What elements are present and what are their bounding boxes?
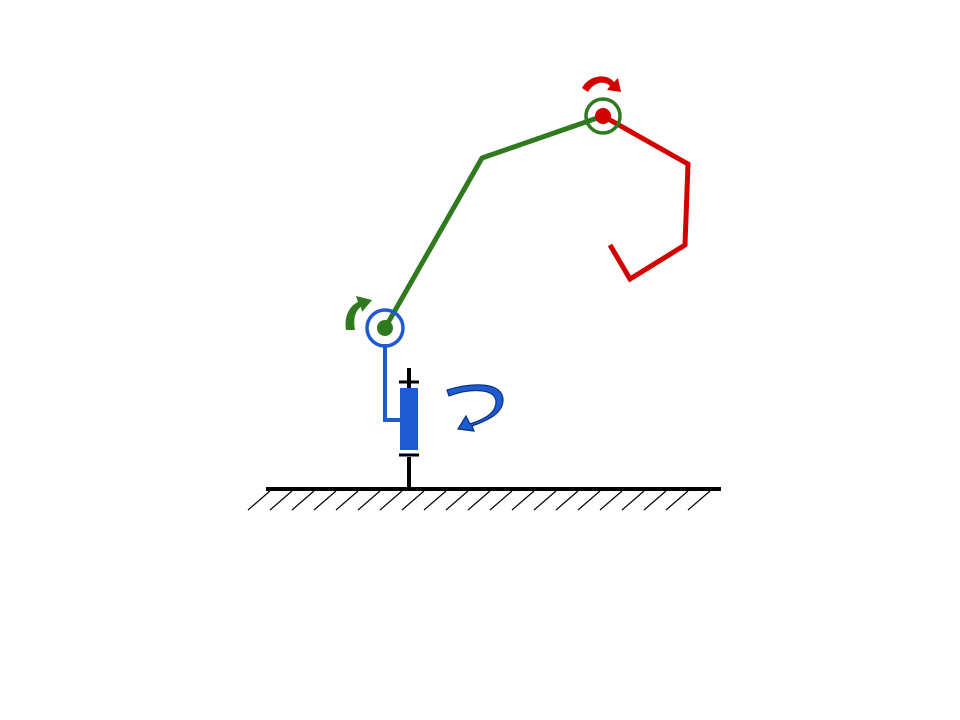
revolute-joint-icon — [365, 308, 405, 348]
ground-hatch-stroke — [335, 490, 359, 511]
forearm — [601, 113, 691, 283]
ground-hatch-stroke — [665, 490, 689, 511]
curved-arrow-icon — [345, 296, 372, 330]
ground-hatch-stroke — [467, 490, 491, 511]
ground — [247, 487, 721, 511]
ground-hatch-stroke — [599, 490, 623, 511]
ground-hatch-stroke — [247, 490, 271, 511]
ground-hatch-stroke — [269, 490, 293, 511]
ground-hatch-stroke — [379, 490, 403, 511]
base-pillar — [399, 368, 419, 489]
ground-hatch-stroke — [291, 490, 315, 511]
revolute-joint-icon — [584, 97, 622, 135]
forearm-link — [601, 113, 691, 283]
ground-hatch-stroke — [489, 490, 513, 511]
upper-arm-link — [382, 113, 604, 330]
ground-hatch-stroke — [401, 490, 425, 511]
ground-hatch-stroke — [313, 490, 337, 511]
base-link-body — [400, 388, 418, 450]
ground-hatch-stroke — [533, 490, 557, 511]
curved-arrow-icon — [582, 76, 621, 92]
shoulder-joint — [365, 308, 405, 348]
ground-hatch-stroke — [357, 490, 381, 511]
ground-hatch-stroke — [577, 490, 601, 511]
shoulder-joint-pin — [377, 320, 393, 336]
ground-hatch-stroke — [423, 490, 447, 511]
ground-hatch-stroke — [621, 490, 645, 511]
ground-hatch-stroke — [643, 490, 667, 511]
ground-hatch-stroke — [445, 490, 469, 511]
ground-hatch-stroke — [511, 490, 535, 511]
upper-arm — [382, 113, 604, 330]
elbow-joint — [584, 97, 622, 135]
base-link-arm — [383, 344, 400, 422]
elbow-rotation-arrow — [582, 76, 621, 92]
ground-hatch-stroke — [555, 490, 579, 511]
ground-hatch-icon — [247, 490, 711, 511]
elbow-joint-pin — [595, 108, 611, 124]
base-link — [383, 344, 418, 450]
curved-arrow-icon — [446, 384, 504, 432]
base-rotation-arrow — [446, 384, 504, 432]
shoulder-rotation-arrow — [345, 296, 372, 330]
ground-hatch-stroke — [687, 490, 711, 511]
